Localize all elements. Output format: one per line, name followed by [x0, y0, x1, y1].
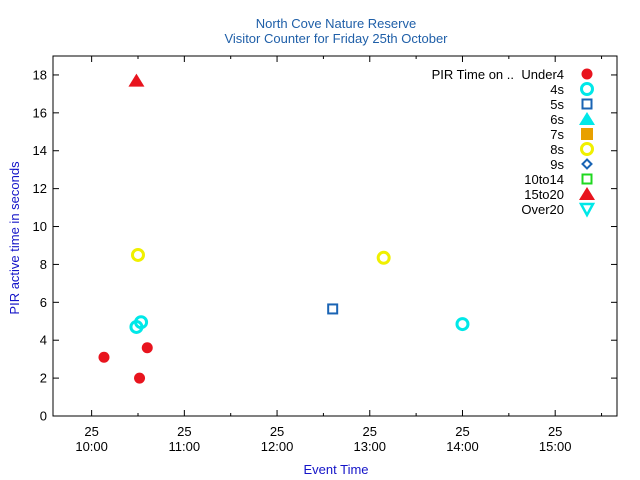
legend-label-9s: 9s [550, 157, 564, 172]
x-tick-day-label: 25 [548, 424, 562, 439]
data-point-under4 [141, 342, 153, 354]
x-tick-time-label: 12:00 [261, 439, 294, 454]
y-tick-label: 10 [33, 219, 47, 234]
y-axis-ticks: 0 2 4 6 8 10 12 14 16 18 [33, 67, 617, 424]
legend-label-7s: 7s [550, 127, 564, 142]
y-tick-label: 6 [40, 295, 47, 310]
legend: PIR Time on .. Under44s5s6s7s8s9s10to141… [432, 67, 596, 218]
y-tick-label: 12 [33, 181, 47, 196]
x-tick-time-label: 11:00 [169, 439, 201, 454]
legend-label-under4: Under4 [521, 67, 564, 82]
legend-marker-under4 [581, 68, 593, 80]
legend-label-over20: Over20 [521, 202, 564, 217]
y-tick-label: 0 [40, 409, 47, 424]
legend-label-10to14: 10to14 [524, 172, 564, 187]
legend-label-5s: 5s [550, 97, 564, 112]
x-tick-time-label: 14:00 [446, 439, 479, 454]
legend-title: PIR Time on .. [432, 67, 514, 82]
chart-title: North Cove Nature Reserve [256, 16, 416, 31]
x-tick-time-label: 13:00 [353, 439, 386, 454]
y-tick-label: 18 [33, 67, 47, 82]
data-point-4s [455, 317, 470, 332]
data-point-8s [376, 250, 391, 265]
y-tick-label: 14 [33, 143, 47, 158]
legend-marker-8s [580, 142, 594, 156]
legend-label-8s: 8s [550, 142, 564, 157]
x-tick-time-label: 15:00 [539, 439, 572, 454]
legend-marker-15to20 [579, 187, 595, 200]
y-tick-label: 4 [40, 333, 47, 348]
legend-marker-9s [581, 158, 593, 170]
legend-marker-5s [581, 98, 593, 110]
legend-marker-10to14 [581, 173, 593, 185]
legend-marker-over20 [578, 202, 596, 218]
legend-marker-7s [581, 128, 593, 140]
data-point-4s [134, 315, 149, 330]
data-point-5s [327, 303, 339, 315]
y-tick-label: 2 [40, 371, 47, 386]
data-point-8s [130, 247, 145, 262]
data-point-15to20 [128, 73, 145, 87]
legend-marker-6s [579, 112, 595, 125]
data-points [98, 73, 470, 384]
x-tick-day-label: 25 [270, 424, 284, 439]
y-tick-label: 8 [40, 257, 47, 272]
data-point-under4 [98, 351, 110, 363]
x-tick-day-label: 25 [363, 424, 377, 439]
legend-label-15to20: 15to20 [524, 187, 564, 202]
plot-frame [52, 55, 618, 417]
legend-label-6s: 6s [550, 112, 564, 127]
x-tick-time-label: 10:00 [75, 439, 108, 454]
data-point-under4 [134, 372, 146, 384]
x-tick-day-label: 25 [455, 424, 469, 439]
legend-label-4s: 4s [550, 82, 564, 97]
y-tick-label: 16 [33, 105, 47, 120]
x-axis-label: Event Time [303, 462, 368, 477]
chart-subtitle: Visitor Counter for Friday 25th October [224, 31, 448, 46]
x-tick-day-label: 25 [84, 424, 98, 439]
y-axis-label: PIR active time in seconds [7, 161, 22, 315]
x-axis-ticks: 2510:002511:002512:002513:002514:002515:… [75, 56, 603, 454]
legend-marker-4s [580, 82, 594, 96]
x-tick-day-label: 25 [177, 424, 191, 439]
